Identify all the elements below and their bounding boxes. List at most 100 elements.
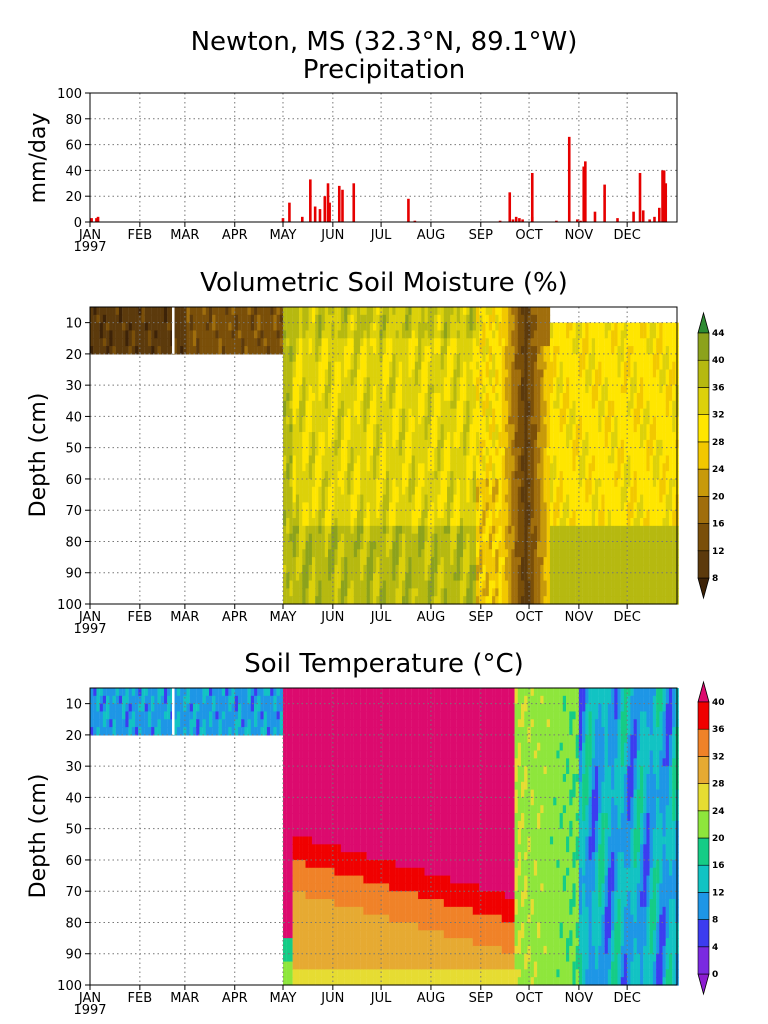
heatmap-cell [562, 338, 567, 347]
heatmap-cell [527, 424, 531, 433]
heatmap-cell [556, 439, 560, 449]
heatmap-cell [591, 533, 596, 543]
heatmap-cell [450, 525, 454, 535]
heatmap-cell [282, 346, 287, 355]
heatmap-cell [479, 353, 483, 363]
heatmap-cell [504, 392, 509, 402]
heatmap-cell [369, 557, 374, 566]
heatmap-cell [533, 471, 538, 480]
heatmap-cell [636, 377, 641, 386]
heatmap-cell [630, 596, 634, 605]
heatmap-cell [562, 564, 567, 574]
heatmap-cell [385, 447, 390, 457]
heatmap-cell [559, 432, 563, 441]
heatmap-cell [463, 596, 467, 605]
heatmap-cell [521, 533, 525, 543]
heatmap-cell [479, 408, 483, 418]
heatmap-cell [546, 322, 551, 332]
heatmap-cell [270, 307, 274, 316]
heatmap-cell [324, 346, 329, 355]
heatmap-cell [228, 322, 232, 332]
heatmap-cell [652, 533, 657, 543]
heatmap-cell [173, 338, 178, 347]
heatmap-cell [401, 314, 406, 324]
heatmap-cell [492, 494, 496, 503]
heatmap-cell [395, 432, 399, 441]
heatmap-cell [611, 463, 615, 472]
heatmap-cell [521, 408, 525, 418]
heatmap-cell [482, 510, 486, 519]
heatmap-cell [427, 353, 432, 363]
heatmap-cell [524, 432, 528, 441]
heatmap-cell [604, 455, 609, 464]
heatmap-cell [443, 596, 448, 605]
heatmap-cell [424, 353, 428, 363]
heatmap-cell [421, 447, 425, 457]
heatmap-cell [553, 478, 557, 488]
heatmap-cell [115, 307, 120, 316]
heatmap-cell [405, 510, 409, 519]
heatmap-cell [366, 580, 371, 589]
heatmap-cell [601, 392, 605, 402]
heatmap-cell [337, 502, 342, 511]
heatmap-cell [427, 346, 432, 355]
heatmap-cell [630, 502, 634, 511]
heatmap-cell [566, 392, 570, 402]
heatmap-cell [299, 377, 303, 386]
heatmap-cell [286, 471, 290, 480]
heatmap-cell [469, 322, 473, 332]
heatmap-cell [472, 455, 477, 464]
heatmap-cell [508, 549, 512, 558]
heatmap-cell [144, 330, 149, 339]
heatmap-cell [607, 353, 612, 363]
heatmap-cell [356, 588, 361, 597]
heatmap-cell [524, 400, 528, 410]
heatmap-cell [527, 471, 531, 480]
heatmap-cell [543, 416, 547, 425]
heatmap-cell [450, 400, 454, 410]
heatmap-cell [382, 416, 387, 425]
heatmap-cell [373, 338, 377, 347]
heatmap-cell [344, 361, 348, 371]
heatmap-cell [437, 572, 441, 582]
heatmap-cell [652, 518, 657, 527]
heatmap-cell [360, 314, 364, 324]
heatmap-cell [572, 408, 576, 418]
heatmap-cell [299, 322, 303, 332]
heatmap-cell [282, 588, 287, 597]
heatmap-cell [295, 361, 300, 371]
heatmap-cell [549, 346, 554, 355]
heatmap-cell [347, 471, 351, 480]
heatmap-cell [112, 314, 116, 324]
heatmap-cell [585, 518, 589, 527]
heatmap-cell [437, 330, 441, 339]
heatmap-cell [186, 314, 190, 324]
heatmap-cell [578, 471, 583, 480]
heatmap-cell [479, 518, 483, 527]
heatmap-cell [266, 314, 271, 324]
heatmap-cell [463, 478, 467, 488]
heatmap-cell [620, 463, 625, 472]
heatmap-cell [408, 432, 412, 441]
precip-bar [309, 179, 312, 222]
heatmap-cell [411, 588, 416, 597]
heatmap-cell [453, 494, 457, 503]
heatmap-cell [488, 392, 493, 402]
heatmap-cell [495, 471, 499, 480]
heatmap-cell [401, 392, 406, 402]
heatmap-cell [607, 478, 612, 488]
heatmap-cell [437, 353, 441, 363]
heatmap-cell [315, 322, 319, 332]
heatmap-cell [147, 314, 152, 324]
heatmap-cell [540, 525, 544, 535]
heatmap-cell [344, 580, 348, 589]
heatmap-cell [495, 580, 499, 589]
heatmap-cell [665, 518, 670, 527]
heatmap-cell [401, 416, 406, 425]
heatmap-cell [308, 377, 313, 386]
heatmap-cell [324, 408, 329, 418]
heatmap-cell [115, 322, 120, 332]
heatmap-cell [537, 564, 541, 574]
heatmap-cell [562, 588, 567, 597]
heatmap-cell [373, 330, 377, 339]
